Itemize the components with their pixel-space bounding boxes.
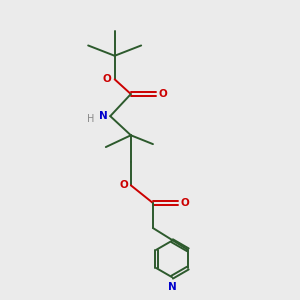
Text: H: H bbox=[87, 114, 95, 124]
Text: N: N bbox=[99, 111, 108, 121]
Text: O: O bbox=[119, 180, 128, 190]
Text: O: O bbox=[180, 198, 189, 208]
Text: N: N bbox=[168, 283, 176, 292]
Text: O: O bbox=[103, 74, 112, 84]
Text: O: O bbox=[158, 89, 167, 99]
